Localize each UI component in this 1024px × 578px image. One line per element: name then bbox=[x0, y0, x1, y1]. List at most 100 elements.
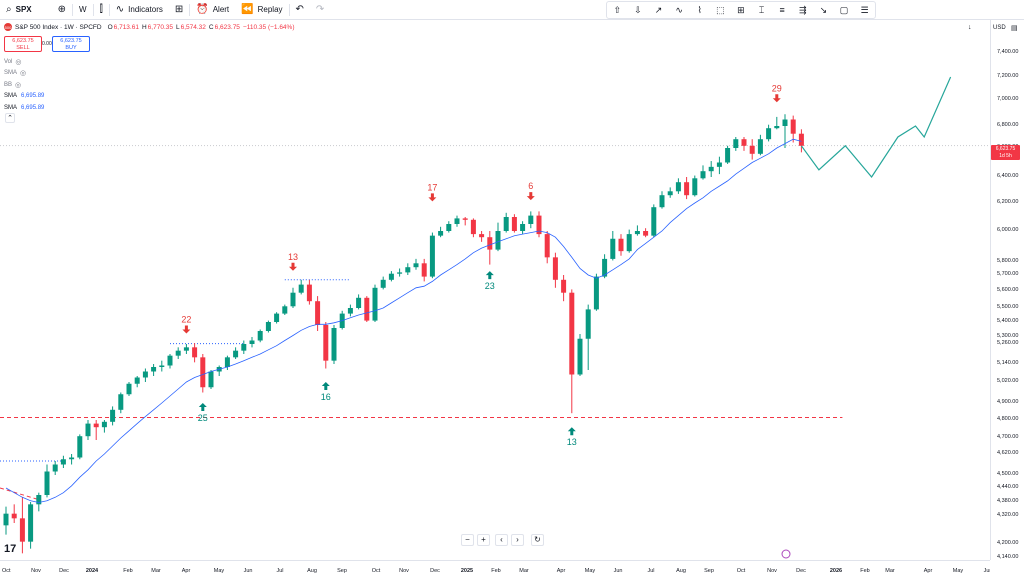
interval-button[interactable]: W bbox=[73, 0, 93, 20]
sell-price: 6,623.75 bbox=[12, 38, 34, 44]
price-axis[interactable]: 4,140.00 4,200.00 4,320.00 4,380.00 4,440.00… bbox=[990, 20, 1024, 560]
search-icon: ⌕ bbox=[6, 4, 12, 15]
candle-body bbox=[233, 350, 239, 358]
symbol-label: SPX bbox=[15, 5, 32, 14]
indicators-button[interactable]: ∿ Indicators bbox=[110, 0, 169, 20]
indicator-row[interactable]: Vol ◎ bbox=[4, 56, 44, 68]
indicator-row[interactable]: SMA 6,695.89 bbox=[4, 91, 44, 103]
candle-body bbox=[364, 297, 370, 321]
candle-body bbox=[126, 383, 132, 395]
price-tick-label: 6,400.00 bbox=[997, 173, 1019, 179]
candle-body bbox=[142, 371, 148, 378]
time-tick-label: May bbox=[214, 568, 225, 574]
zigzag-icon[interactable]: ⌇ bbox=[697, 4, 702, 15]
time-tick-label: May bbox=[585, 568, 596, 574]
eye-off-icon[interactable]: ◎ bbox=[15, 58, 22, 66]
currency-label[interactable]: USD bbox=[993, 25, 1006, 31]
arrow-down-icon[interactable]: ↓ bbox=[968, 24, 972, 31]
price-tick-label: 4,380.00 bbox=[997, 498, 1019, 504]
price-chart[interactable]: 22 25 13 16 17 23 6 13 29 bbox=[0, 20, 990, 560]
price-tick-label: 7,000.00 bbox=[997, 96, 1019, 102]
divider bbox=[288, 3, 290, 16]
zoom-in-button[interactable]: + bbox=[477, 534, 490, 546]
price-range-icon[interactable]: ⌶ bbox=[758, 4, 765, 15]
time-tick-label: Mar bbox=[885, 568, 895, 574]
time-tick-label: Aug bbox=[676, 568, 686, 574]
candle-body bbox=[798, 133, 804, 146]
compare-button[interactable]: ⊕ bbox=[52, 0, 72, 20]
indicator-row[interactable]: BB ◎ bbox=[4, 79, 44, 91]
collapse-legend-button[interactable]: ⌃ bbox=[5, 113, 15, 123]
open-label: O bbox=[107, 23, 113, 31]
time-tick-label: Nov bbox=[31, 568, 41, 574]
annotation-label: 17 bbox=[427, 182, 437, 192]
candle-body bbox=[28, 504, 34, 542]
candle-body bbox=[347, 308, 353, 314]
price-tick-label: 6,000.00 bbox=[997, 227, 1019, 233]
short-position-icon[interactable]: ⇩ bbox=[634, 4, 642, 15]
time-tick-label: Oct bbox=[2, 568, 11, 574]
time-tick-label: Apr bbox=[557, 568, 566, 574]
candle-body bbox=[741, 139, 747, 146]
undo-icon: ↶ bbox=[295, 4, 304, 15]
date-range-icon[interactable]: ≡ bbox=[779, 5, 785, 15]
eye-off-icon[interactable]: ◎ bbox=[15, 81, 22, 89]
path-icon[interactable]: ∿ bbox=[675, 4, 683, 15]
symbol-search[interactable]: ⌕ SPX bbox=[0, 0, 38, 20]
legend-title[interactable]: S&P 500 Index · 1W · SPCFD bbox=[15, 23, 102, 31]
time-tick-label: Dec bbox=[59, 568, 69, 574]
price-tick-label: 4,440.00 bbox=[997, 484, 1019, 490]
buy-button[interactable]: 6,623.75 BUY bbox=[52, 36, 90, 52]
indicators-label: Indicators bbox=[128, 5, 163, 14]
projection-icon[interactable]: ⬚ bbox=[716, 4, 725, 15]
candle-body bbox=[159, 365, 165, 367]
zoom-out-button[interactable]: − bbox=[461, 534, 474, 546]
candle-body bbox=[446, 224, 452, 231]
trend-line-icon[interactable]: ↗ bbox=[654, 4, 663, 15]
time-tick-label: Jun bbox=[244, 568, 253, 574]
time-tick-label: Nov bbox=[399, 568, 409, 574]
layouts-button[interactable]: ⊞ bbox=[169, 0, 189, 20]
candle-body bbox=[298, 284, 304, 293]
annotation-label: 22 bbox=[181, 315, 191, 325]
time-tick-label: Mar bbox=[151, 568, 161, 574]
candle-body bbox=[479, 234, 485, 238]
candle-body bbox=[290, 292, 296, 307]
indicator-value: 6,695.89 bbox=[21, 104, 45, 111]
axis-settings-icon[interactable]: ▤ bbox=[1011, 25, 1018, 32]
arrow-marker-icon[interactable]: ⇶ bbox=[799, 4, 807, 15]
crosshair-box-icon[interactable]: ⊞ bbox=[737, 4, 745, 15]
candle-body bbox=[282, 306, 288, 314]
undo-button[interactable]: ↶ bbox=[290, 0, 310, 20]
projection-path bbox=[800, 76, 952, 179]
chart-type-button[interactable]: ⫿ bbox=[94, 0, 109, 20]
sell-button[interactable]: 6,623.75 SELL bbox=[4, 36, 42, 52]
indicator-row[interactable]: SMA 6,695.89 bbox=[4, 102, 44, 114]
candle-body bbox=[634, 231, 640, 235]
time-tick-label: Dec bbox=[796, 568, 806, 574]
scroll-right-button[interactable]: › bbox=[511, 534, 524, 546]
tradingview-logo[interactable]: 17 bbox=[4, 543, 17, 555]
text-lines-icon[interactable]: ☰ bbox=[860, 4, 869, 15]
time-tick-label: Oct bbox=[372, 568, 381, 574]
ray-icon[interactable]: ↘ bbox=[819, 4, 828, 15]
time-tick-label: Sep bbox=[704, 568, 714, 574]
time-axis[interactable]: Oct Nov Dec 2024 Feb Mar Apr May Jun Jul Aug Sep Oct… bbox=[0, 560, 990, 578]
candle-body bbox=[388, 273, 394, 280]
rectangle-icon[interactable]: ▢ bbox=[839, 4, 849, 15]
long-position-icon[interactable]: ⇧ bbox=[613, 4, 622, 15]
alert-button[interactable]: ⏰ Alert bbox=[190, 0, 235, 20]
replay-button[interactable]: ⏪ Replay bbox=[235, 0, 288, 20]
candle-body bbox=[372, 287, 378, 321]
candles-icon: ⫿ bbox=[99, 4, 103, 15]
indicator-row[interactable]: SMA ◎ bbox=[4, 68, 44, 80]
candle-body bbox=[85, 423, 91, 437]
divider bbox=[72, 3, 74, 16]
candle-body bbox=[208, 371, 214, 388]
reset-chart-button[interactable]: ↻ bbox=[531, 534, 544, 546]
redo-button[interactable]: ↷ bbox=[310, 0, 330, 20]
candle-body bbox=[716, 162, 722, 167]
current-price-value: 6,623.75 bbox=[995, 146, 1016, 152]
scroll-left-button[interactable]: ‹ bbox=[495, 534, 508, 546]
eye-off-icon[interactable]: ◎ bbox=[20, 70, 27, 78]
